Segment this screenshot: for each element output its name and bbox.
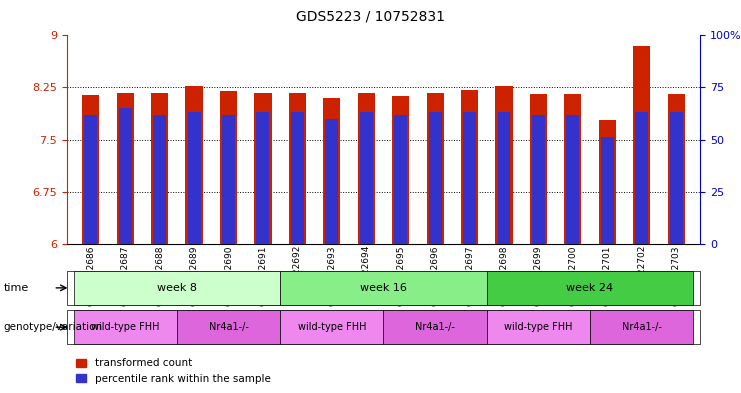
Bar: [82, 95, 99, 244]
Bar: [119, 108, 132, 244]
Bar: [358, 93, 375, 244]
Text: wild-type FHH: wild-type FHH: [504, 322, 573, 332]
Text: Nr4a1-/-: Nr4a1-/-: [208, 322, 248, 332]
Text: time: time: [4, 283, 29, 293]
Bar: [633, 46, 651, 244]
Bar: [256, 112, 270, 244]
Text: Nr4a1-/-: Nr4a1-/-: [622, 322, 662, 332]
Bar: [220, 91, 237, 244]
Bar: [428, 112, 442, 244]
Bar: [670, 112, 682, 244]
Bar: [463, 112, 476, 244]
Text: Nr4a1-/-: Nr4a1-/-: [415, 322, 455, 332]
Text: GDS5223 / 10752831: GDS5223 / 10752831: [296, 10, 445, 24]
Bar: [427, 93, 444, 244]
Bar: [668, 94, 685, 244]
Bar: [116, 93, 134, 244]
Text: week 16: week 16: [360, 283, 407, 293]
Text: week 8: week 8: [157, 283, 197, 293]
Bar: [151, 93, 168, 244]
Bar: [325, 119, 339, 244]
Bar: [530, 94, 547, 244]
Bar: [291, 112, 304, 244]
Text: genotype/variation: genotype/variation: [4, 322, 103, 332]
Bar: [360, 112, 373, 244]
Bar: [532, 114, 545, 244]
Bar: [461, 90, 478, 244]
Bar: [496, 86, 513, 244]
Bar: [599, 120, 616, 244]
Bar: [392, 96, 409, 244]
Bar: [222, 114, 235, 244]
Bar: [84, 114, 97, 244]
Bar: [254, 93, 271, 244]
Bar: [601, 138, 614, 244]
Bar: [187, 112, 201, 244]
Bar: [153, 114, 166, 244]
Bar: [564, 94, 582, 244]
Bar: [289, 93, 306, 244]
Bar: [394, 114, 407, 244]
Text: wild-type FHH: wild-type FHH: [298, 322, 366, 332]
Bar: [185, 86, 203, 244]
Bar: [323, 98, 340, 244]
Bar: [566, 114, 579, 244]
Legend: transformed count, percentile rank within the sample: transformed count, percentile rank withi…: [72, 354, 275, 388]
Bar: [635, 112, 648, 244]
Text: wild-type FHH: wild-type FHH: [91, 322, 159, 332]
Text: week 24: week 24: [567, 283, 614, 293]
Bar: [497, 112, 511, 244]
